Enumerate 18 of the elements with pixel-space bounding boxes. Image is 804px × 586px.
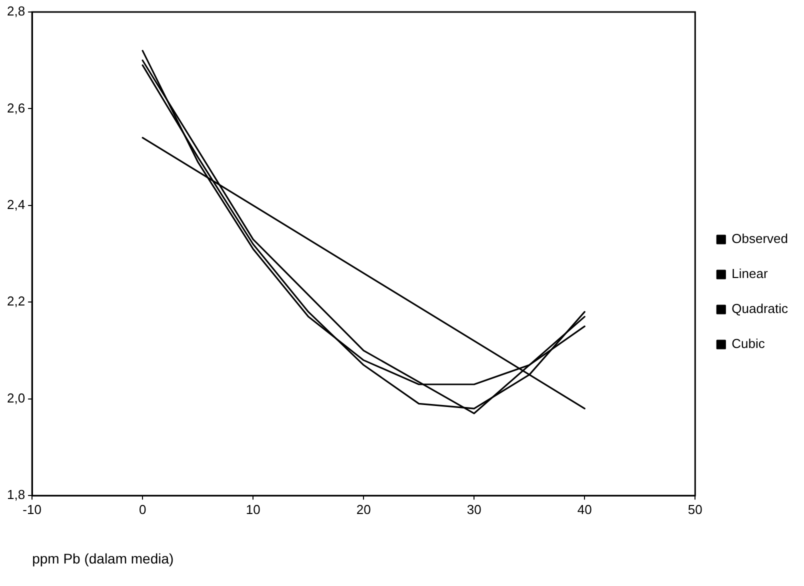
x-tick-label: 40: [577, 502, 592, 517]
legend-label: Linear: [732, 266, 768, 282]
x-tick-label: 20: [356, 502, 371, 517]
legend-label: Quadratic: [732, 301, 788, 316]
y-tick-label: 1,8: [6, 487, 26, 502]
x-axis-title: ppm Pb (dalam media): [32, 550, 174, 566]
y-tick-label: 2,0: [6, 390, 26, 406]
x-tick-label: 10: [246, 502, 260, 517]
x-tick-label: 0: [138, 502, 146, 517]
y-tick-label: 2,2: [6, 294, 26, 309]
x-tick-label: 50: [688, 502, 702, 517]
y-tick-label: 2,6: [6, 100, 26, 116]
x-tick-label: -10: [22, 502, 42, 517]
y-tick-label: 2,8: [6, 4, 26, 19]
y-tick-label: 2,4: [6, 197, 26, 212]
legend-label: Cubic: [732, 336, 766, 352]
x-tick-label: 30: [466, 502, 482, 517]
legend-label: Observed: [732, 231, 788, 246]
